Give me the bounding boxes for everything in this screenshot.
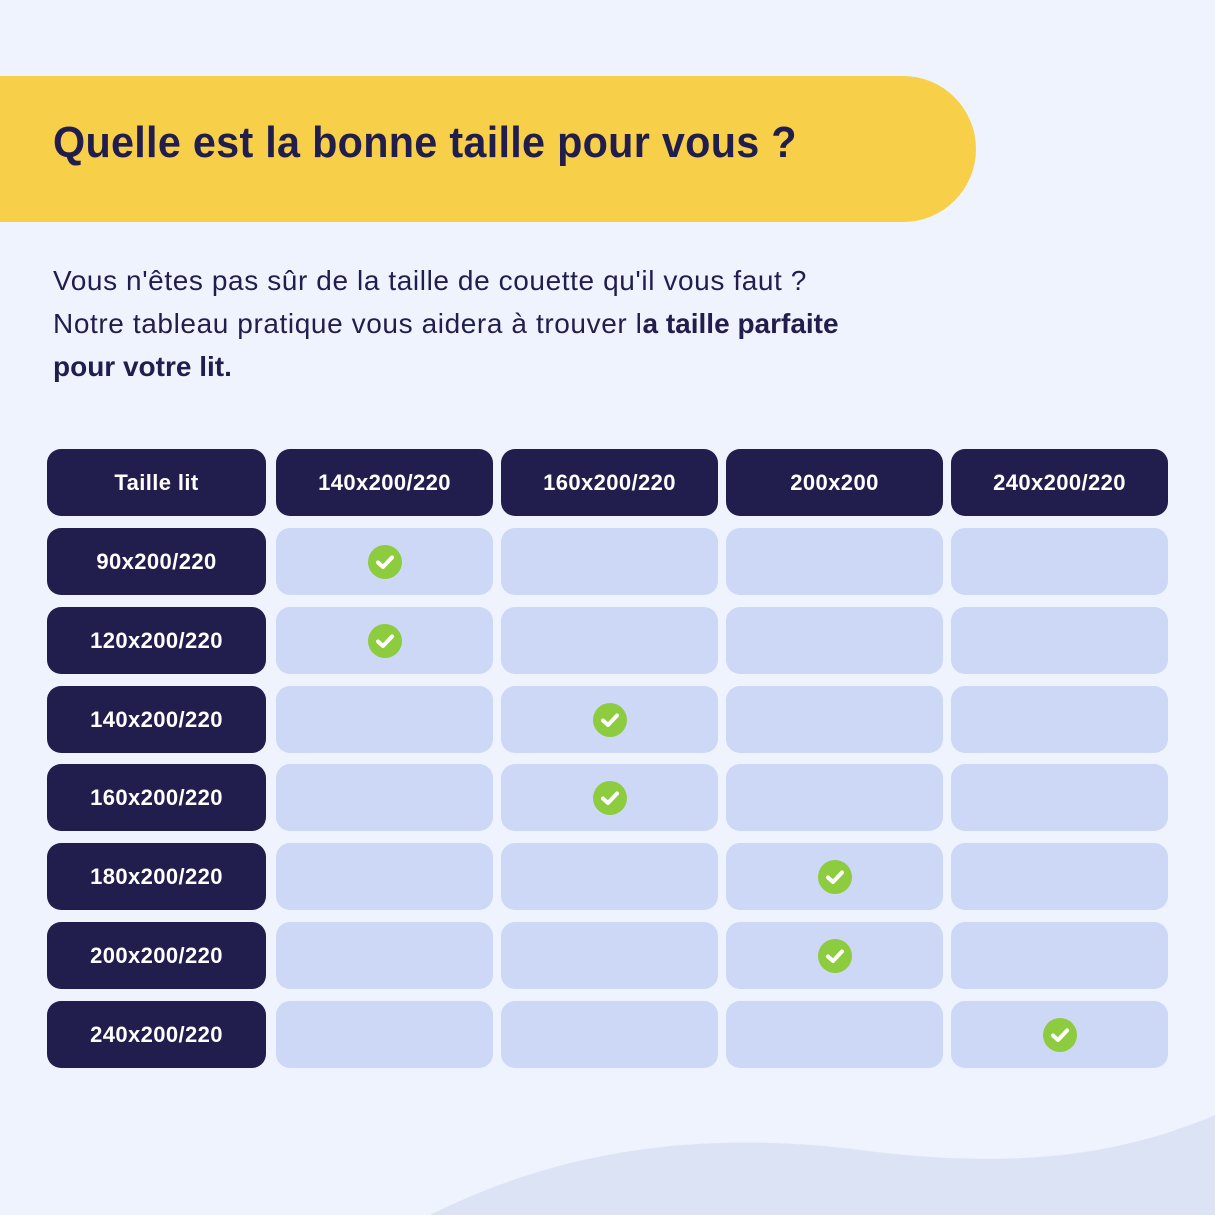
column-header: 200x200 bbox=[726, 449, 943, 516]
table-cell bbox=[726, 922, 943, 989]
intro-text: Vous n'êtes pas sûr de la taille de coue… bbox=[53, 259, 1013, 388]
row-header: 90x200/220 bbox=[47, 528, 266, 595]
table-cell bbox=[501, 764, 718, 831]
table-cell bbox=[276, 764, 493, 831]
check-circle-icon bbox=[592, 702, 627, 737]
table-cell bbox=[276, 607, 493, 674]
table-cell bbox=[726, 686, 943, 753]
table-cell bbox=[726, 607, 943, 674]
table-cell bbox=[501, 528, 718, 595]
table-cell bbox=[276, 686, 493, 753]
intro-line1: Vous n'êtes pas sûr de la taille de coue… bbox=[53, 265, 807, 296]
intro-line2-bold: a taille parfaite bbox=[642, 308, 839, 339]
table-cell bbox=[501, 607, 718, 674]
title-banner bbox=[0, 76, 976, 222]
column-header: 240x200/220 bbox=[951, 449, 1168, 516]
column-header: 140x200/220 bbox=[276, 449, 493, 516]
check-circle-icon bbox=[367, 623, 402, 658]
intro-line3-bold: pour votre lit. bbox=[53, 351, 232, 382]
table-cell bbox=[276, 922, 493, 989]
table-cell bbox=[951, 528, 1168, 595]
header-corner: Taille lit bbox=[47, 449, 266, 516]
table-cell bbox=[276, 1001, 493, 1068]
table-cell bbox=[726, 764, 943, 831]
row-header: 120x200/220 bbox=[47, 607, 266, 674]
row-header: 200x200/220 bbox=[47, 922, 266, 989]
check-circle-icon bbox=[817, 938, 852, 973]
row-header: 160x200/220 bbox=[47, 764, 266, 831]
table-cell bbox=[726, 1001, 943, 1068]
table-cell bbox=[276, 528, 493, 595]
column-header: 160x200/220 bbox=[501, 449, 718, 516]
check-circle-icon bbox=[817, 859, 852, 894]
table-cell bbox=[951, 922, 1168, 989]
table-cell bbox=[501, 922, 718, 989]
table-cell bbox=[951, 764, 1168, 831]
check-circle-icon bbox=[367, 544, 402, 579]
table-cell bbox=[501, 686, 718, 753]
row-header: 240x200/220 bbox=[47, 1001, 266, 1068]
table-cell bbox=[951, 686, 1168, 753]
row-header: 140x200/220 bbox=[47, 686, 266, 753]
table-cell bbox=[501, 843, 718, 910]
table-cell bbox=[951, 843, 1168, 910]
row-header: 180x200/220 bbox=[47, 843, 266, 910]
check-circle-icon bbox=[1042, 1017, 1077, 1052]
table-cell bbox=[501, 1001, 718, 1068]
table-cell bbox=[726, 843, 943, 910]
table-cell bbox=[726, 528, 943, 595]
table-cell bbox=[951, 1001, 1168, 1068]
page-title: Quelle est la bonne taille pour vous ? bbox=[53, 118, 797, 167]
table-cell bbox=[276, 843, 493, 910]
intro-line2: Notre tableau pratique vous aidera à tro… bbox=[53, 308, 643, 339]
table-cell bbox=[951, 607, 1168, 674]
check-circle-icon bbox=[592, 780, 627, 815]
